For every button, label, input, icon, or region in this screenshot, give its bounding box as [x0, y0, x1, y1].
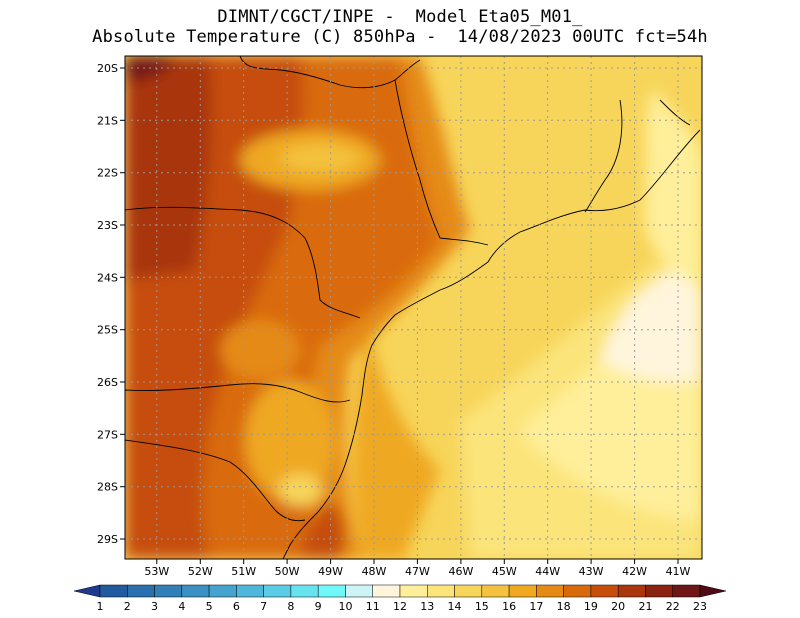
state-border-sc — [125, 383, 351, 403]
colorbar-label: 19 — [584, 600, 598, 613]
lat-label: 21S — [97, 114, 118, 127]
colorbar-swatch — [563, 584, 592, 598]
graticule — [125, 56, 702, 559]
map-frame — [124, 55, 703, 560]
colorbar-label: 15 — [475, 600, 489, 613]
state-border-mg — [239, 56, 421, 89]
colorbar-arrow-high — [699, 584, 727, 598]
lat-label: 23S — [97, 219, 118, 232]
colorbar-swatch — [672, 584, 701, 598]
colorbar-label: 20 — [611, 600, 625, 613]
state-border-sp — [394, 79, 489, 246]
colorbar-label: 18 — [557, 600, 571, 613]
colorbar-swatch — [99, 584, 128, 598]
lon-label: 46W — [448, 565, 473, 578]
colorbar-labels: 1 2 3 4 5 6 7 8 9 10 11 12 13 14 15 16 17 18 19 20 21 22 23 — [97, 600, 708, 613]
lon-label: 51W — [231, 565, 256, 578]
colorbar-label: 17 — [529, 600, 543, 613]
colorbar-swatch — [427, 584, 455, 598]
colorbar-swatch — [208, 584, 237, 598]
lon-label: 50W — [275, 565, 300, 578]
colorbar-label: 12 — [393, 600, 407, 613]
colorbar-swatch — [372, 584, 401, 598]
colorbar-label: 8 — [287, 600, 294, 613]
lon-ticks — [156, 559, 679, 564]
colorbar-label: 9 — [315, 600, 322, 613]
lat-label: 24S — [97, 271, 118, 284]
colorbar-label: 1 — [97, 600, 104, 613]
lon-label: 44W — [535, 565, 560, 578]
colorbar-label: 7 — [260, 600, 267, 613]
colorbar: 1 2 3 4 5 6 7 8 9 10 11 12 13 14 15 16 17 18 19 20 21 22 23 — [73, 584, 727, 613]
colorbar-label: 22 — [666, 600, 680, 613]
lon-label: 45W — [492, 565, 517, 578]
lon-label: 41W — [666, 565, 691, 578]
colorbar-label: 2 — [124, 600, 131, 613]
colorbar-swatch — [481, 584, 510, 598]
lat-labels: 20S 21S 22S 23S 24S 25S 26S 27S 28S 29S — [97, 62, 118, 546]
colorbar-label: 6 — [233, 600, 240, 613]
lon-label: 42W — [622, 565, 647, 578]
colorbar-label: 11 — [366, 600, 380, 613]
colorbar-label: 23 — [693, 600, 707, 613]
lat-ticks — [120, 67, 125, 540]
state-border-es — [659, 99, 691, 126]
colorbar-swatch — [454, 584, 483, 598]
colorbar-swatch — [127, 584, 155, 598]
colorbar-swatch — [508, 584, 537, 598]
colorbar-swatch — [645, 584, 673, 598]
colorbar-swatch — [617, 584, 646, 598]
colorbar-label: 14 — [448, 600, 462, 613]
coastlines-borders — [125, 56, 701, 559]
state-border-pr — [125, 206, 361, 319]
chart-title-line-1: DIMNT/CGCT/INPE - Model Eta05_M01_ — [217, 7, 583, 27]
colorbar-label: 16 — [502, 600, 516, 613]
lon-label: 52W — [188, 565, 213, 578]
colorbar-swatch — [345, 584, 373, 598]
lon-label: 49W — [318, 565, 343, 578]
colorbar-label: 4 — [178, 600, 185, 613]
colorbar-swatch — [590, 584, 619, 598]
colorbar-swatch — [154, 584, 183, 598]
colorbar-swatch — [236, 584, 264, 598]
coastline — [282, 129, 701, 559]
colorbar-swatch — [399, 584, 428, 598]
lat-label: 20S — [97, 62, 118, 75]
colorbar-label: 5 — [206, 600, 213, 613]
colorbar-swatch — [263, 584, 292, 598]
colorbar-arrow-low — [73, 584, 101, 598]
lat-label: 28S — [97, 481, 118, 494]
colorbar-label: 21 — [638, 600, 652, 613]
colorbar-label: 3 — [151, 600, 158, 613]
chart-title-line-2: Absolute Temperature (C) 850hPa - 14/08/… — [92, 27, 708, 47]
lon-label: 43W — [579, 565, 604, 578]
colorbar-swatch — [317, 584, 346, 598]
lat-label: 29S — [97, 533, 118, 546]
lat-label: 22S — [97, 167, 118, 180]
lon-label: 47W — [405, 565, 430, 578]
lat-label: 26S — [97, 376, 118, 389]
lat-label: 27S — [97, 428, 118, 441]
colorbar-label: 13 — [420, 600, 434, 613]
state-border-rj — [584, 99, 623, 213]
colorbar-swatch — [290, 584, 319, 598]
lat-label: 25S — [97, 324, 118, 337]
colorbar-label: 10 — [338, 600, 352, 613]
lon-label: 53W — [144, 565, 169, 578]
lon-labels: 53W 52W 51W 50W 49W 48W 47W 46W 45W 44W … — [144, 565, 690, 578]
lon-label: 48W — [362, 565, 387, 578]
colorbar-swatch — [536, 584, 564, 598]
colorbar-swatch — [181, 584, 210, 598]
temperature-field — [125, 56, 702, 559]
colorbar-swatches — [73, 584, 727, 598]
